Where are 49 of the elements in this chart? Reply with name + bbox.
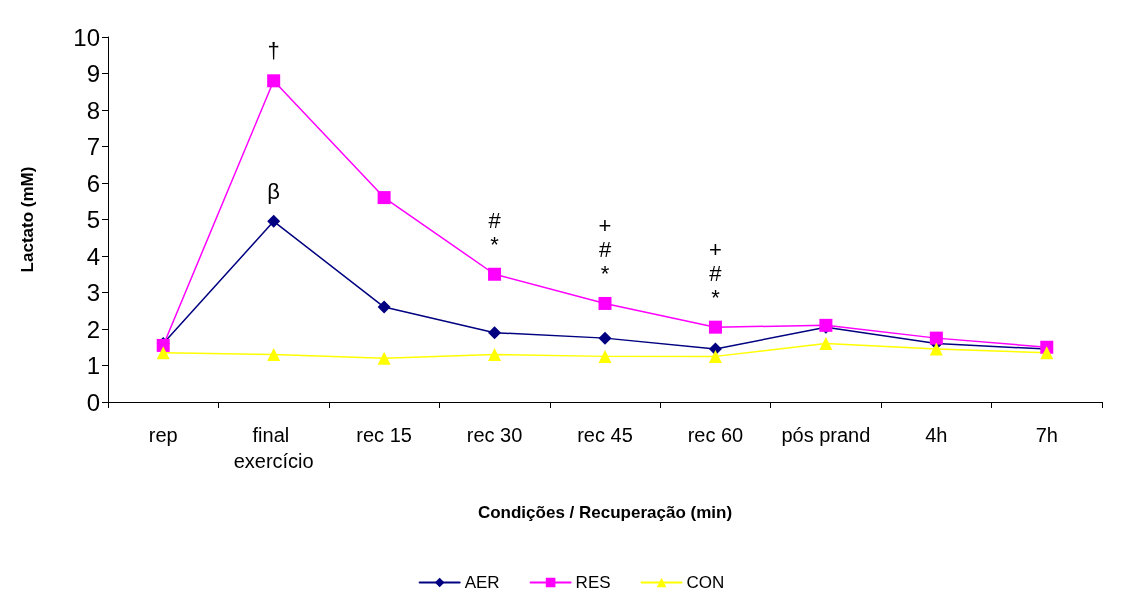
y-tick-label: 4: [86, 242, 100, 270]
point: [488, 326, 502, 340]
point: [708, 320, 722, 334]
point: [819, 337, 833, 351]
y-tick-label: 0: [86, 388, 100, 416]
point: [267, 74, 281, 88]
y-axis-title: Lactato (mM): [18, 166, 37, 273]
point: [598, 349, 612, 363]
point: [929, 342, 943, 356]
y-tick-label: 1: [86, 352, 100, 379]
x-tick-label: rec 30: [466, 424, 523, 446]
annotation: # *: [488, 207, 502, 257]
point: [598, 296, 612, 310]
point: [488, 267, 502, 281]
x-tick-label: 4h: [925, 424, 948, 446]
legend-label: RES: [575, 573, 611, 592]
point: [377, 300, 391, 314]
x-tick-label: rep: [148, 424, 178, 446]
point: [267, 348, 281, 362]
annotation: + # *: [709, 236, 723, 310]
point: [377, 351, 391, 365]
point: [1040, 346, 1054, 360]
x-tick-label: rec 60: [687, 424, 744, 446]
annotation: + # *: [598, 212, 612, 286]
y-tick-label: 2: [86, 315, 100, 343]
y-tick-label: 9: [86, 60, 100, 87]
point: [488, 348, 502, 362]
point: [708, 349, 722, 363]
point: [929, 331, 943, 345]
point: [267, 214, 281, 228]
x-tick-label: rec 15: [356, 424, 412, 446]
y-tick-label: 10: [73, 23, 100, 51]
y-tick-label: 8: [86, 96, 100, 124]
x-tick-label: pós prand: [781, 424, 871, 446]
x-tick-label: 7h: [1035, 424, 1058, 446]
x-axis-title: Condições / Recuperação (min): [477, 503, 733, 522]
y-tick-label: 5: [86, 206, 100, 233]
point: [156, 346, 170, 360]
annotation: †: [267, 38, 280, 64]
x-tick-label: final exercício: [233, 424, 314, 472]
y-tick-label: 6: [86, 169, 100, 197]
y-tick-label: 3: [86, 279, 100, 306]
legend-label: AER: [464, 573, 500, 592]
annotation: β: [267, 178, 280, 204]
legend-label: CON: [686, 573, 725, 592]
y-tick-label: 7: [86, 133, 100, 160]
x-tick-label: rec 45: [577, 424, 633, 446]
point: [377, 191, 391, 205]
point: [598, 331, 612, 345]
